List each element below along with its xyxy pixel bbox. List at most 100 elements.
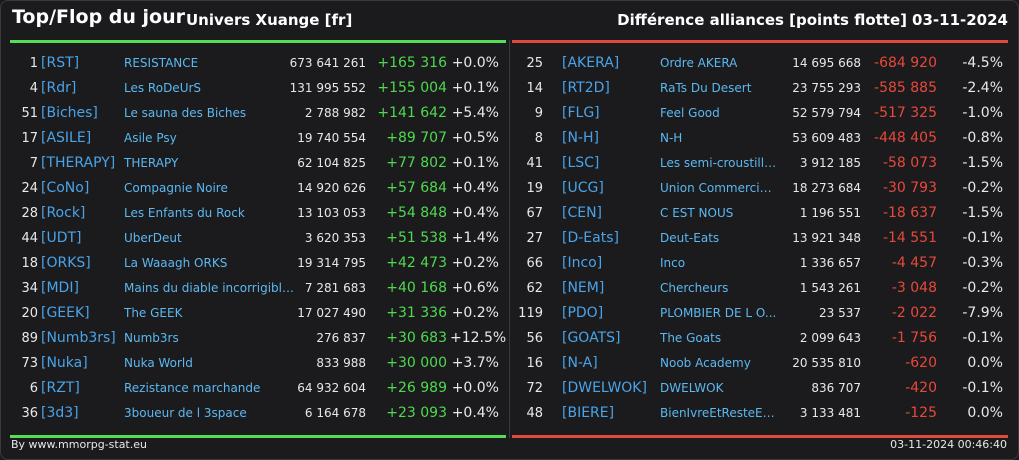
alliance-name-link[interactable]: Compagnie Noire [124, 181, 228, 195]
alliance-tag-link[interactable]: [UCG] [562, 180, 604, 196]
alliance-tag-link[interactable]: [DWELWOK] [562, 380, 647, 396]
percent-cell: +5.4% [451, 105, 499, 121]
points-cell: 18 273 684 [792, 181, 861, 195]
alliance-name-link[interactable]: DWELWOK [660, 381, 724, 395]
top-row: 17 [ASILE] Asile Psy 19 740 554 +89 707 +0.5% [10, 126, 506, 151]
percent-cell: -0.1% [962, 380, 1003, 396]
top-panel: 1 [RST] RESISTANCE 673 641 261 +165 316 +0.0%… [10, 40, 506, 438]
alliance-tag-link[interactable]: [PDO] [562, 305, 604, 321]
diff-cell: -517 325 [874, 105, 937, 121]
alliance-tag-link[interactable]: [BIERE] [562, 405, 615, 421]
points-cell: 14 920 626 [297, 181, 366, 195]
alliance-name-link[interactable]: PLOMBIER DE L O... [660, 306, 777, 320]
rank-cell: 18 [21, 256, 38, 271]
rank-cell: 8 [534, 131, 543, 146]
alliance-tag-link[interactable]: [Nuka] [41, 355, 88, 371]
alliance-name-link[interactable]: BienIvreEtResteECU [660, 406, 778, 420]
diff-cell: -58 073 [882, 155, 937, 171]
alliance-tag-link[interactable]: [CoNo] [41, 180, 90, 196]
alliance-tag-link[interactable]: [Inco] [562, 255, 603, 271]
percent-cell: +12.5% [450, 330, 507, 346]
header: Top/Flop du jour Univers Xuange [fr] Dif… [0, 0, 1019, 40]
points-cell: 17 027 490 [297, 306, 366, 320]
points-cell: 53 609 483 [792, 131, 861, 145]
alliance-name-link[interactable]: Mains du diable incorrigibles [124, 281, 294, 295]
points-cell: 3 620 353 [304, 231, 366, 245]
alliance-name-link[interactable]: Numb3rs [124, 331, 179, 345]
percent-cell: +0.2% [451, 255, 499, 271]
alliance-name-link[interactable]: Le sauna des Biches [124, 106, 247, 120]
points-cell: 62 104 825 [297, 156, 366, 170]
alliance-tag-link[interactable]: [N-A] [562, 355, 598, 371]
site-credit: By www.mmorpg-stat.eu [11, 438, 147, 451]
alliance-name-link[interactable]: Les RoDeUrS [124, 81, 202, 95]
points-cell: 19 314 795 [297, 256, 366, 270]
alliance-tag-link[interactable]: [LSC] [562, 155, 600, 171]
alliance-tag-link[interactable]: [Numb3rs] [41, 330, 116, 346]
alliance-tag-link[interactable]: [AKERA] [562, 55, 620, 71]
flop-row: 14 [RT2D] RaTs Du Desert 23 755 293 -585 885… [512, 76, 1008, 101]
alliance-name-link[interactable]: Deut-Eats [660, 231, 720, 245]
percent-cell: +0.4% [451, 205, 499, 221]
alliance-tag-link[interactable]: [Biches] [41, 105, 98, 121]
flop-row: 19 [UCG] Union Commerciale... 18 273 684 -30… [512, 176, 1008, 201]
alliance-name-link[interactable]: Union Commerciale... [660, 181, 778, 195]
alliance-tag-link[interactable]: [D-Eats] [562, 230, 619, 246]
rank-cell: 4 [29, 81, 38, 96]
percent-cell: +0.4% [451, 180, 499, 196]
percent-cell: +0.4% [451, 405, 499, 421]
alliance-name-link[interactable]: The Goats [660, 331, 722, 345]
alliance-name-link[interactable]: Noob Academy [660, 356, 751, 370]
alliance-tag-link[interactable]: [CEN] [562, 205, 603, 221]
points-cell: 1 336 657 [799, 256, 861, 270]
rank-cell: 24 [21, 181, 38, 196]
alliance-name-link[interactable]: C EST NOUS [660, 206, 734, 220]
alliance-name-link[interactable]: Chercheurs [660, 281, 729, 295]
alliance-name-link[interactable]: Les semi-croustilla... [660, 156, 778, 170]
alliance-tag-link[interactable]: [RZT] [41, 380, 80, 396]
alliance-name-link[interactable]: Inco [660, 256, 686, 270]
alliance-tag-link[interactable]: [NEM] [562, 280, 605, 296]
points-cell: 3 133 481 [799, 406, 861, 420]
alliance-name-link[interactable]: Feel Good [660, 106, 720, 120]
alliance-tag-link[interactable]: [Rock] [41, 205, 86, 221]
alliance-tag-link[interactable]: [UDT] [41, 230, 82, 246]
alliance-name-link[interactable]: La Waaagh ORKS [124, 256, 228, 270]
alliance-tag-link[interactable]: [ASILE] [41, 130, 92, 146]
alliance-tag-link[interactable]: [RT2D] [562, 80, 610, 96]
alliance-tag-link[interactable]: [ORKS] [41, 255, 91, 271]
alliance-tag-link[interactable]: [3d3] [41, 405, 79, 421]
rank-cell: 56 [526, 331, 543, 346]
alliance-tag-link[interactable]: [GEEK] [41, 305, 90, 321]
diff-cell: +30 000 [386, 355, 447, 371]
top-row: 51 [Biches] Le sauna des Biches 2 788 982 +1… [10, 101, 506, 126]
alliance-name-link[interactable]: THERAPY [124, 156, 179, 170]
alliance-name-link[interactable]: 3boueur de l 3space [124, 406, 247, 420]
alliance-name-link[interactable]: UberDeut [124, 231, 182, 245]
alliance-tag-link[interactable]: [N-H] [562, 130, 599, 146]
rank-cell: 25 [526, 56, 543, 71]
alliance-tag-link[interactable]: [RST] [41, 55, 80, 71]
alliance-name-link[interactable]: The GEEK [124, 306, 183, 320]
percent-cell: -0.3% [962, 255, 1003, 271]
percent-cell: -0.1% [962, 330, 1003, 346]
alliance-tag-link[interactable]: [Rdr] [41, 80, 77, 96]
alliance-name-link[interactable]: Nuka World [124, 356, 193, 370]
alliance-name-link[interactable]: Les Enfants du Rock [124, 206, 245, 220]
ranking-type-label: Différence alliances [points flotte] [617, 11, 907, 29]
alliance-name-link[interactable]: RESISTANCE [124, 56, 199, 70]
alliance-tag-link[interactable]: [FLG] [562, 105, 600, 121]
alliance-name-link[interactable]: Asile Psy [124, 131, 177, 145]
top-row: 34 [MDI] Mains du diable incorrigibles 7 28… [10, 276, 506, 301]
top-row: 20 [GEEK] The GEEK 17 027 490 +31 336 +0.2% [10, 301, 506, 326]
rank-cell: 119 [518, 306, 543, 321]
alliance-name-link[interactable]: RaTs Du Desert [660, 81, 752, 95]
alliance-tag-link[interactable]: [THERAPY] [41, 155, 116, 171]
rank-cell: 41 [526, 156, 543, 171]
alliance-tag-link[interactable]: [GOATS] [562, 330, 621, 346]
alliance-name-link[interactable]: Rezistance marchande [124, 381, 261, 395]
alliance-tag-link[interactable]: [MDI] [41, 280, 79, 296]
diff-cell: -684 920 [874, 55, 937, 71]
alliance-name-link[interactable]: Ordre AKERA [660, 56, 738, 70]
alliance-name-link[interactable]: N-H [660, 131, 683, 145]
